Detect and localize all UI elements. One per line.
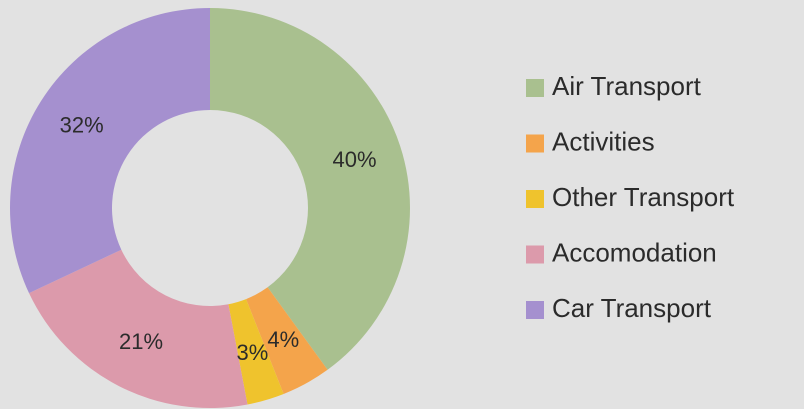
legend-label: Accomodation xyxy=(552,237,717,267)
legend-label: Air Transport xyxy=(552,71,702,101)
donut-slice xyxy=(228,299,284,405)
data-label: 40% xyxy=(333,147,377,172)
legend-swatch xyxy=(526,79,544,97)
legend-swatch xyxy=(526,245,544,264)
legend-swatch xyxy=(526,301,544,319)
data-label: 32% xyxy=(60,112,104,137)
legend-swatch xyxy=(526,134,544,153)
donut-slice xyxy=(246,287,328,394)
donut-slice xyxy=(29,249,248,408)
data-label: 3% xyxy=(237,340,269,365)
data-label: 4% xyxy=(267,327,299,352)
legend-label: Car Transport xyxy=(552,293,712,323)
legend-label: Activities xyxy=(552,126,655,156)
donut-slice xyxy=(10,8,210,294)
donut-slice xyxy=(210,8,410,370)
legend-label: Other Transport xyxy=(552,182,735,212)
data-label: 21% xyxy=(119,329,163,354)
legend-swatch xyxy=(526,190,544,208)
